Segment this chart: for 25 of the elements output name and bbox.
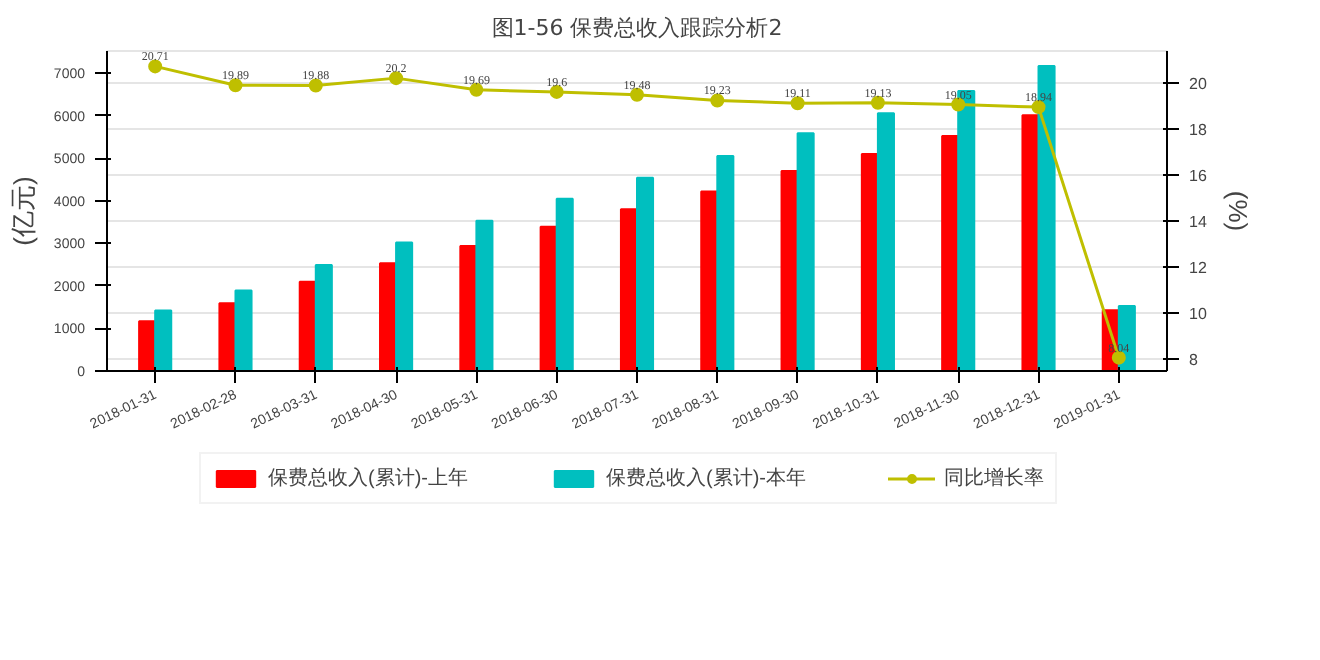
- legend-label: 保费总收入(累计)-上年: [268, 465, 468, 492]
- y2-tick-label: 10: [1189, 304, 1208, 323]
- bar: [876, 112, 895, 371]
- bar: [234, 289, 253, 371]
- bar: [154, 309, 173, 371]
- bar: [796, 132, 815, 371]
- y2-tick-label: 14: [1189, 212, 1208, 231]
- y2-tick-label: 20: [1189, 74, 1208, 93]
- bar: [395, 241, 414, 371]
- y2-tick-label: 16: [1189, 166, 1208, 185]
- chart-title: 图1-56 保费总收入跟踪分析2: [491, 15, 783, 41]
- bar: [555, 197, 574, 371]
- point: [389, 71, 404, 86]
- bar: [1021, 114, 1040, 371]
- bar: [314, 264, 333, 371]
- bar: [636, 176, 655, 371]
- y2-tick-label: 12: [1189, 258, 1208, 277]
- y2-axis-title: (%): [1222, 190, 1253, 232]
- y2-tick-label: 18: [1189, 120, 1208, 139]
- bar: [716, 155, 735, 371]
- bar: [475, 219, 494, 371]
- legend-label: 同比增长率: [944, 465, 1044, 492]
- legend-label: 保费总收入(累计)-本年: [606, 465, 806, 492]
- y2-tick-label: 8: [1189, 350, 1199, 369]
- y-axis-title: (亿元): [7, 176, 38, 246]
